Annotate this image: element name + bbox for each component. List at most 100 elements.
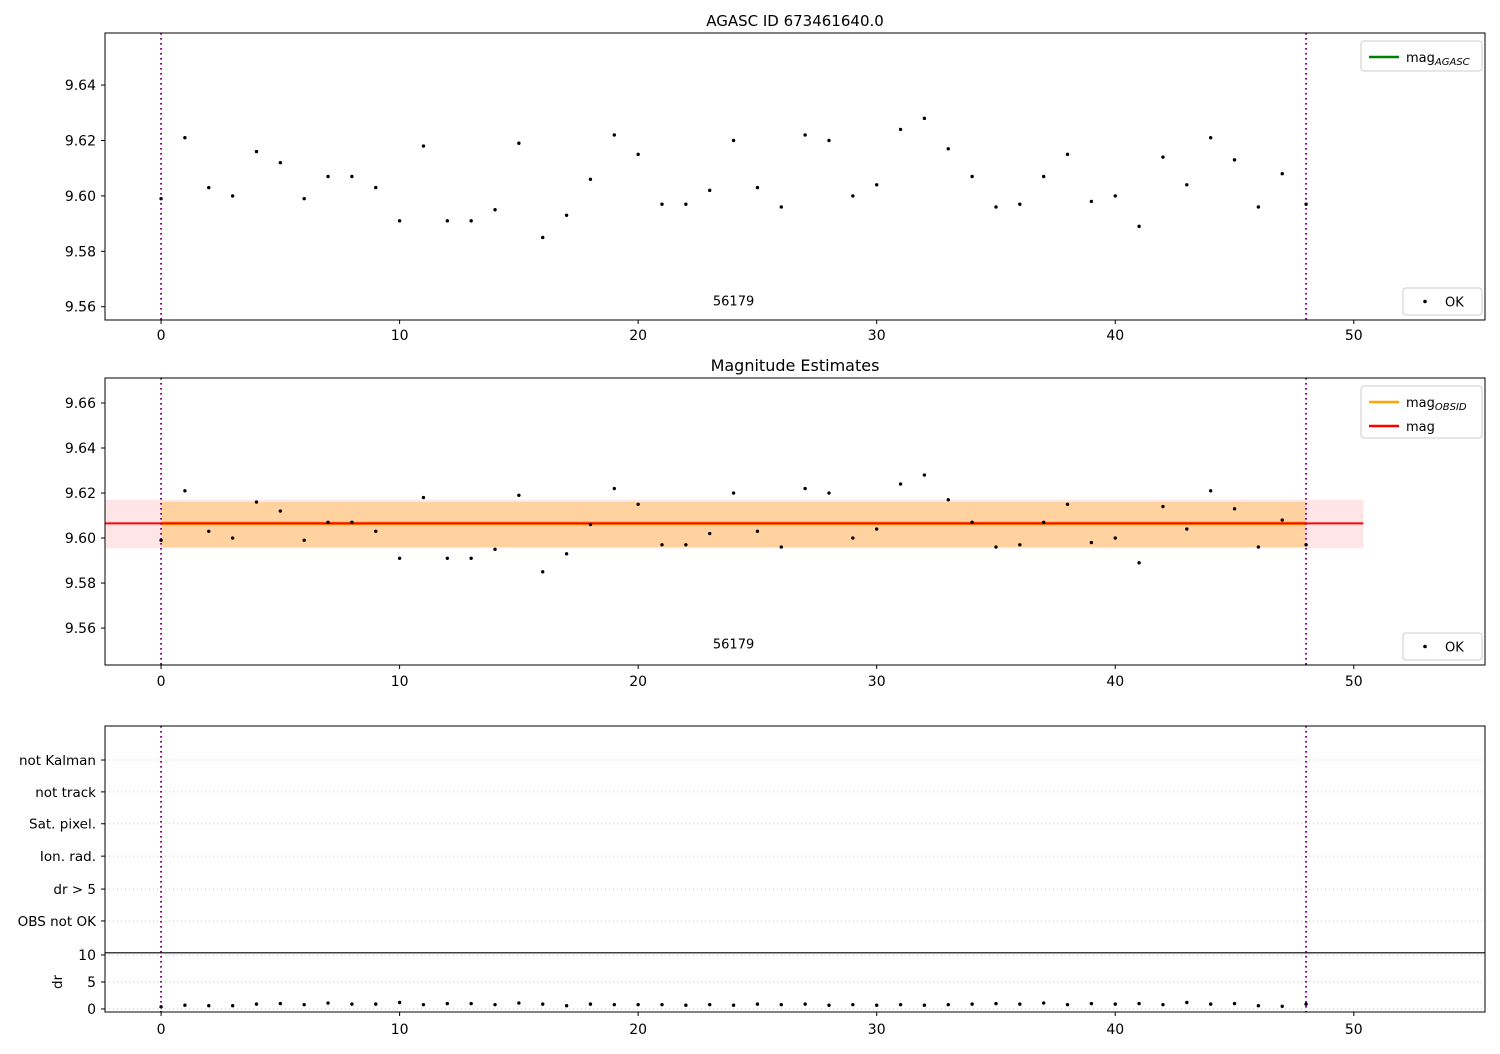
data-point [254,149,259,154]
data-point [493,547,497,551]
data-point [302,1002,306,1007]
data-point [159,1005,163,1009]
data-point [230,1004,235,1008]
data-point [994,1001,998,1006]
data-point [254,1002,259,1006]
data-point [1232,158,1237,162]
data-point [636,502,640,506]
legend-label: magOBSID [1406,396,1467,413]
data-point [684,202,688,206]
data-point [1256,1004,1261,1008]
data-point [183,136,187,140]
data-point [1185,183,1189,187]
data-point [326,174,330,179]
data-point [421,1002,426,1007]
data-point [278,1001,283,1006]
data-point [350,1002,354,1006]
data-point [755,185,760,190]
y-tick-label: 0 [87,1002,96,1018]
x-tick-label: 0 [157,1022,166,1038]
data-point [851,1002,855,1007]
ok-marker-sample [1423,644,1427,649]
legend-label: mag [1406,420,1435,435]
data-point [803,486,807,491]
data-point [302,538,306,542]
obsid-annotation: 56179 [713,637,754,652]
plot-border [104,725,1486,1013]
data-point [946,147,950,151]
agasc-plot: 0 10 20 30 40 50 9.56 9.58 9.60 9.62 9.64 AGASC ID … [65,12,1486,344]
y-tick-label: 10 [78,948,96,964]
data-point [731,138,736,143]
data-point [922,116,927,121]
data-point [946,498,950,502]
x-tick-label: 50 [1345,1022,1363,1038]
data-point [1137,1001,1141,1006]
data-point [612,486,616,491]
data-point [898,1002,903,1007]
ok-marker-sample [1423,299,1427,304]
data-point [612,1002,616,1007]
data-point [779,545,783,549]
plot-title: Magnitude Estimates [711,356,880,375]
ok-legend-label: OK [1445,296,1464,311]
ok-legend-box [1402,632,1483,661]
x-tick-label: 50 [1345,674,1363,690]
data-point [493,208,497,212]
data-point [159,196,163,201]
x-tick-label: 30 [868,1022,886,1038]
data-point [731,491,736,495]
data-point [326,1001,330,1005]
data-point [183,489,187,493]
data-point [588,1002,593,1006]
x-tick-label: 10 [391,1022,409,1038]
y-tick-label: 5 [87,975,96,991]
x-tick-label: 50 [1345,328,1363,344]
category-label: not Kalman [19,753,96,769]
data-point [922,1003,927,1007]
data-point [564,1004,569,1008]
data-point [708,1002,712,1007]
data-point [1041,520,1046,524]
data-point [469,219,473,223]
data-point [207,185,211,190]
data-point [731,1003,736,1007]
data-point [421,144,426,148]
data-point [851,536,855,540]
data-point [1161,155,1165,159]
data-point [421,495,426,500]
plot-border [104,32,1486,321]
y-tick-label: 9.64 [65,78,96,94]
x-tick-label: 20 [629,674,647,690]
x-tick-label: 0 [157,674,166,690]
data-point [612,133,616,137]
y-tick-label: 9.58 [65,244,96,260]
y-tick-label: 9.64 [65,441,96,457]
y-tick-label: 9.62 [65,486,96,502]
data-point [1304,543,1308,547]
x-tick-label: 20 [629,328,647,344]
data-point [445,556,450,561]
data-point [660,1002,664,1007]
data-point [374,1002,378,1006]
data-point [397,219,402,223]
x-tick-label: 40 [1106,674,1124,690]
data-point [350,520,354,524]
legend-label: magAGASC [1406,51,1470,68]
magnitude-estimates-plot: 0 10 20 30 40 50 9.56 9.58 9.60 9.62 9.64 9.66 Magni… [65,356,1486,690]
x-tick-label: 20 [629,1022,647,1038]
data-point [922,473,927,477]
data-point [970,1002,974,1006]
data-point [564,213,569,217]
data-point [278,509,283,513]
data-point [946,1002,950,1007]
data-point [684,1003,688,1007]
data-point [469,1001,473,1006]
data-point [1232,507,1237,511]
data-point [1065,502,1070,506]
y-tick-label: 9.60 [65,531,96,547]
data-point [445,219,450,223]
ok-legend-box [1402,287,1483,316]
data-point [517,141,521,145]
